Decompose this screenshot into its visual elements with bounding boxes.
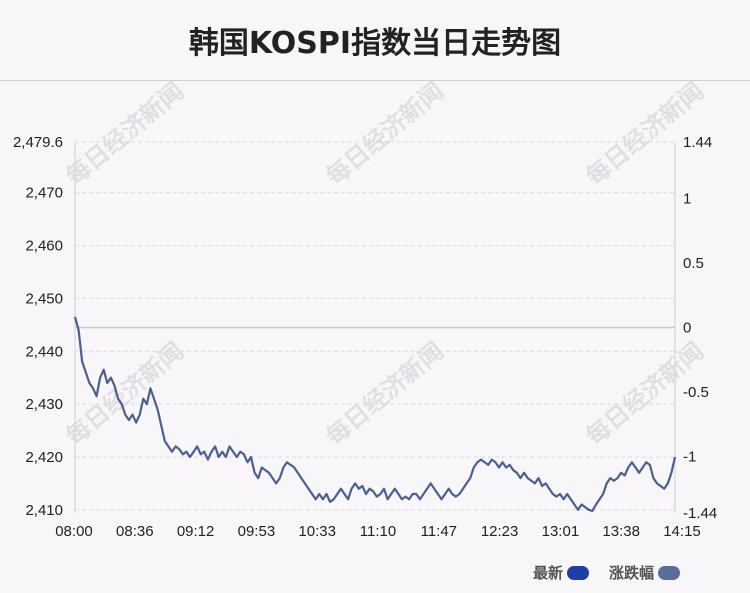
left-tick-label: 2,470 bbox=[25, 185, 63, 202]
right-axis-labels: 1.44 1 0.5 0 -0.5 -1 -1.44 bbox=[683, 134, 717, 522]
axes bbox=[74, 142, 676, 513]
left-tick-label: 2,479.6 bbox=[13, 134, 63, 151]
x-tick-label: 13:38 bbox=[602, 523, 640, 540]
watermark-text: 每日经济新闻 bbox=[321, 337, 449, 451]
right-tick-label: 0 bbox=[683, 320, 691, 337]
x-tick-label: 12:23 bbox=[481, 523, 519, 540]
right-tick-label: -1 bbox=[683, 448, 696, 465]
left-tick-label: 2,410 bbox=[25, 502, 63, 519]
series-line bbox=[73, 316, 677, 512]
left-tick-label: 2,450 bbox=[25, 290, 63, 307]
gridlines bbox=[75, 141, 675, 511]
left-tick-label: 2,430 bbox=[25, 396, 63, 413]
left-axis-labels: 2,479.6 2,470 2,460 2,450 2,440 2,430 2,420 2,4… bbox=[13, 134, 63, 519]
x-tick-label: 14:15 bbox=[663, 523, 701, 540]
x-tick-label: 09:53 bbox=[238, 523, 276, 540]
x-tick-label: 11:47 bbox=[421, 523, 457, 540]
x-axis-labels: 08:00 08:36 09:12 09:53 10:33 11:10 11:47 12:23… bbox=[55, 523, 701, 540]
legend-latest-label: 最新 bbox=[533, 565, 564, 582]
watermark-text: 每日经济新闻 bbox=[61, 337, 189, 451]
x-tick-label: 09:12 bbox=[177, 523, 215, 540]
watermark-text: 每日经济新闻 bbox=[61, 77, 189, 191]
left-tick-label: 2,440 bbox=[25, 343, 63, 360]
right-tick-label: 0.5 bbox=[683, 255, 704, 272]
x-tick-label: 10:33 bbox=[298, 523, 336, 540]
right-tick-label: 1 bbox=[683, 191, 691, 208]
x-tick-label: 08:00 bbox=[55, 523, 93, 540]
watermark-text: 每日经济新闻 bbox=[321, 77, 449, 191]
legend-change-label: 涨跌幅 bbox=[609, 565, 655, 582]
legend-latest-swatch bbox=[567, 566, 590, 580]
title-divider bbox=[0, 80, 750, 81]
x-tick-label: 13:01 bbox=[542, 523, 580, 540]
legend-latest: 最新 bbox=[533, 562, 590, 583]
right-tick-label: -1.44 bbox=[683, 505, 717, 522]
right-tick-label: 1.44 bbox=[683, 134, 712, 151]
legend-change: 涨跌幅 bbox=[609, 562, 681, 583]
left-tick-label: 2,420 bbox=[25, 449, 63, 466]
right-tick-label: -0.5 bbox=[683, 384, 709, 401]
chart-title: 韩国KOSPI指数当日走势图 bbox=[188, 26, 562, 61]
left-tick-label: 2,460 bbox=[25, 238, 63, 255]
x-tick-label: 08:36 bbox=[116, 523, 154, 540]
legend-change-swatch bbox=[658, 566, 681, 580]
x-tick-label: 11:10 bbox=[360, 523, 396, 540]
